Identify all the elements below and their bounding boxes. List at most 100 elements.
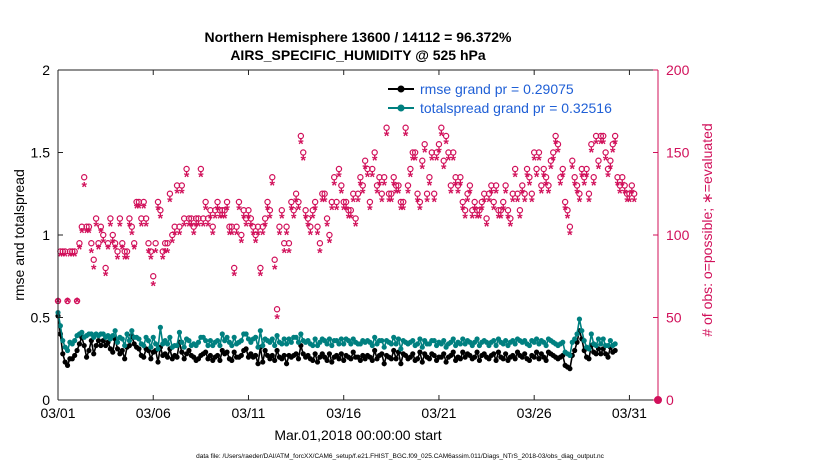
obs-evaluated-point: * — [215, 202, 221, 218]
obs-evaluated-point: * — [296, 202, 302, 218]
obs-evaluated-point: * — [362, 160, 368, 176]
obs-evaluated-point: * — [143, 218, 149, 234]
obs-evaluated-point: * — [470, 210, 476, 226]
rmse-point — [533, 349, 540, 355]
obs-evaluated-point: * — [108, 218, 114, 234]
chart-title-line2: AIRS_SPECIFIC_HUMIDITY @ 525 hPa — [230, 47, 486, 63]
obs-evaluated-point: * — [491, 202, 497, 218]
obs-possible-point — [247, 215, 255, 222]
obs-possible-point — [369, 165, 376, 173]
rmse-point — [500, 356, 506, 362]
rmse-point — [110, 349, 116, 355]
obs-possible-point — [69, 248, 76, 255]
totalspread-point — [574, 331, 580, 337]
rmse-point — [310, 357, 316, 363]
obs-evaluated-point: * — [596, 160, 602, 176]
rmse-point — [83, 354, 90, 360]
rmse-point — [598, 351, 604, 357]
rmse-point — [419, 359, 425, 365]
obs-possible-point — [285, 240, 293, 247]
obs-evaluated-point: * — [129, 226, 135, 242]
obs-evaluated-point: * — [343, 202, 349, 218]
obs-possible-point — [597, 132, 605, 140]
obs-evaluated-point: * — [515, 193, 521, 209]
obs-evaluated-point: * — [574, 185, 580, 201]
obs-evaluated-point: * — [503, 185, 509, 201]
obs-evaluated-point: * — [184, 169, 190, 185]
obs-evaluated-point: * — [379, 193, 385, 209]
obs-possible-point — [192, 215, 200, 222]
rmse-point — [369, 357, 375, 363]
obs-evaluated-point: * — [277, 226, 283, 242]
obs-evaluated-point: * — [534, 169, 540, 185]
totalspread-point — [219, 331, 225, 337]
obs-evaluated-point: * — [115, 251, 121, 267]
obs-possible-point — [150, 273, 157, 280]
obs-evaluated-point: * — [127, 218, 133, 234]
totalspread-point — [157, 324, 163, 330]
rmse-point — [329, 359, 335, 365]
obs-possible-point — [361, 157, 369, 164]
obs-evaluated-point: * — [474, 210, 480, 226]
obs-possible-point — [561, 198, 569, 206]
obs-possible-point — [264, 198, 271, 206]
obs-evaluated-point: * — [572, 177, 578, 193]
obs-possible-point — [550, 149, 557, 156]
x-tick-label: 03/06 — [136, 405, 171, 421]
totalspread-point — [79, 329, 85, 335]
obs-evaluated-point: * — [446, 152, 452, 168]
totalspread-point — [441, 338, 447, 344]
obs-possible-point — [516, 207, 524, 214]
obs-evaluated-point: * — [429, 152, 435, 168]
obs-possible-point — [147, 248, 155, 255]
totalspread-point — [457, 341, 463, 347]
obs-evaluated-point: * — [205, 218, 211, 234]
obs-evaluated-point: * — [493, 185, 499, 201]
obs-evaluated-point: * — [489, 185, 495, 201]
obs-evaluated-point: * — [555, 144, 561, 160]
obs-evaluated-point: * — [124, 251, 130, 267]
obs-evaluated-point: * — [591, 177, 597, 193]
y-right-tick-label: 50 — [666, 310, 682, 326]
obs-evaluated-point: * — [522, 193, 528, 209]
obs-evaluated-point: * — [417, 202, 423, 218]
x-tick-label: 03/11 — [231, 405, 265, 421]
totalspread-point — [195, 339, 202, 345]
totalspread-point — [414, 341, 421, 347]
obs-evaluated-point: * — [436, 144, 442, 160]
obs-possible-point — [71, 248, 78, 255]
obs-evaluated-point: * — [270, 177, 276, 193]
obs-possible-point — [230, 264, 238, 272]
obs-evaluated-point: * — [322, 193, 328, 209]
obs-evaluated-point: * — [520, 185, 526, 201]
obs-possible-point — [388, 190, 395, 197]
totalspread-point — [112, 328, 118, 334]
totalspread-point — [503, 338, 509, 344]
obs-evaluated-point: * — [229, 226, 235, 242]
obs-evaluated-point: * — [93, 218, 99, 234]
obs-evaluated-point: * — [201, 218, 207, 234]
rmse-point — [398, 361, 404, 367]
totalspread-point — [336, 341, 342, 347]
obs-possible-point — [316, 240, 324, 247]
obs-possible-point — [278, 207, 286, 214]
obs-possible-point — [238, 231, 245, 239]
obs-evaluated-point: * — [329, 202, 335, 218]
obs-possible-point — [309, 207, 316, 214]
legend-box — [383, 78, 653, 120]
obs-evaluated-point: * — [65, 294, 71, 310]
obs-evaluated-point: * — [389, 193, 395, 209]
totalspread-point — [179, 339, 185, 345]
rmse-point — [572, 347, 578, 354]
obs-possible-point — [269, 174, 276, 181]
y-left-tick-label: 1.5 — [31, 145, 51, 161]
totalspread-point — [450, 336, 456, 342]
obs-possible-point — [121, 248, 128, 255]
obs-evaluated-point: * — [370, 169, 376, 185]
totalspread-point — [460, 336, 466, 342]
rmse-point — [326, 351, 333, 357]
obs-evaluated-point: * — [260, 226, 266, 242]
totalspread-point — [431, 338, 437, 344]
obs-layer: ****************************************… — [54, 124, 662, 404]
